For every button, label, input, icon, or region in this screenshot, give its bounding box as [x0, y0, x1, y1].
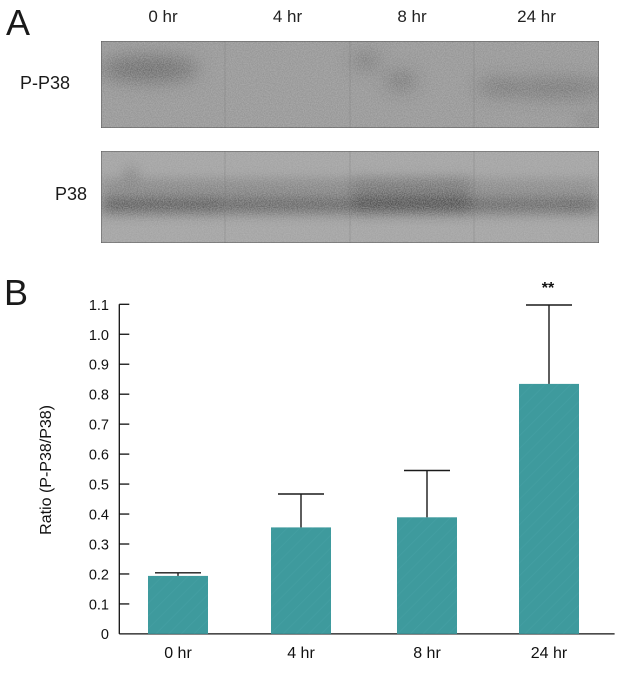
- svg-text:8 hr: 8 hr: [413, 645, 441, 662]
- svg-text:24 hr: 24 hr: [531, 645, 568, 662]
- svg-text:**: **: [542, 280, 555, 297]
- svg-text:1.0: 1.0: [89, 328, 109, 344]
- svg-text:0.4: 0.4: [89, 508, 109, 524]
- svg-text:0.1: 0.1: [89, 597, 109, 613]
- svg-text:0.6: 0.6: [89, 448, 109, 464]
- svg-text:0.9: 0.9: [89, 358, 109, 374]
- svg-text:0.2: 0.2: [89, 567, 109, 583]
- svg-text:0: 0: [101, 627, 109, 643]
- svg-text:4 hr: 4 hr: [287, 645, 315, 662]
- svg-text:1.1: 1.1: [89, 298, 109, 314]
- svg-text:0.8: 0.8: [89, 388, 109, 404]
- svg-text:0.3: 0.3: [89, 538, 109, 554]
- svg-text:0.5: 0.5: [89, 478, 109, 494]
- svg-text:0.7: 0.7: [89, 418, 109, 434]
- svg-text:0 hr: 0 hr: [164, 645, 192, 662]
